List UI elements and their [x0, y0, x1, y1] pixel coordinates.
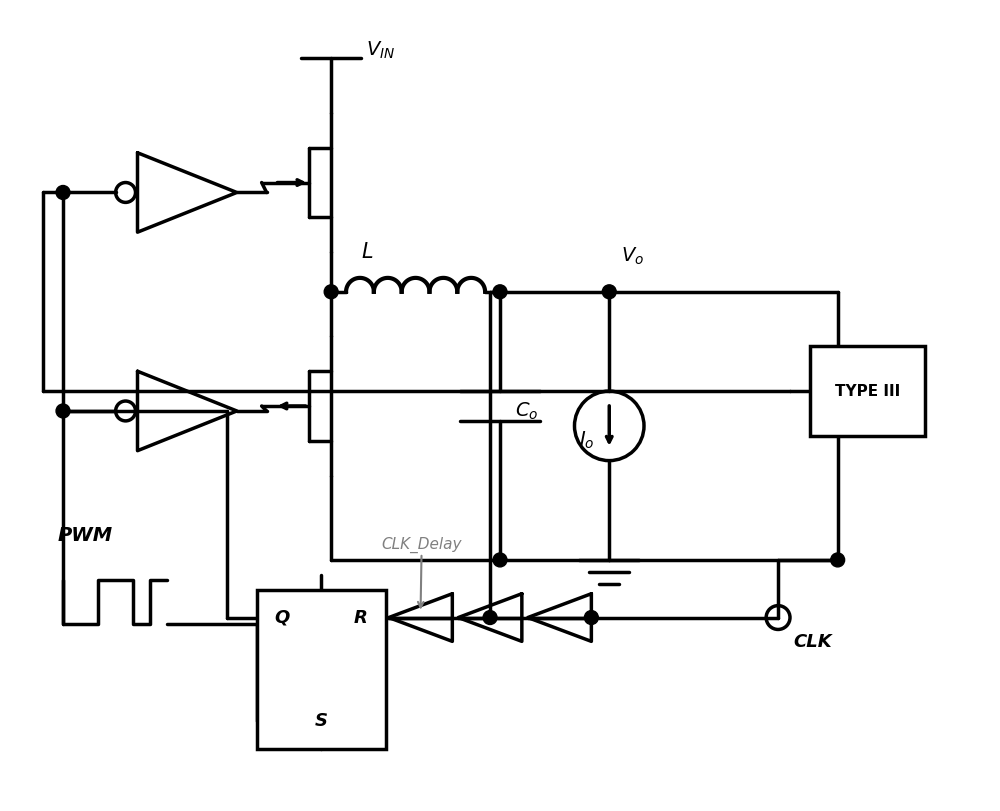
Text: S: S — [315, 712, 328, 730]
FancyBboxPatch shape — [257, 590, 386, 749]
Circle shape — [493, 553, 507, 567]
Circle shape — [56, 186, 70, 200]
Circle shape — [602, 285, 616, 298]
Text: R: R — [354, 608, 368, 627]
Circle shape — [483, 611, 497, 624]
Circle shape — [584, 611, 598, 624]
Circle shape — [493, 285, 507, 298]
Text: TYPE III: TYPE III — [835, 384, 900, 398]
Text: $I_o$: $I_o$ — [579, 430, 594, 452]
Text: $V_o$: $V_o$ — [621, 246, 644, 267]
Circle shape — [831, 553, 845, 567]
Text: $L$: $L$ — [361, 242, 373, 262]
Circle shape — [324, 285, 338, 298]
Text: $C_o$: $C_o$ — [515, 401, 538, 422]
Text: $V_{IN}$: $V_{IN}$ — [366, 40, 395, 61]
Text: PWM: PWM — [58, 526, 113, 545]
FancyBboxPatch shape — [810, 346, 925, 436]
Text: CLK: CLK — [793, 633, 832, 651]
Text: Q: Q — [275, 608, 290, 627]
Text: CLK_Delay: CLK_Delay — [381, 537, 462, 553]
Circle shape — [56, 404, 70, 418]
